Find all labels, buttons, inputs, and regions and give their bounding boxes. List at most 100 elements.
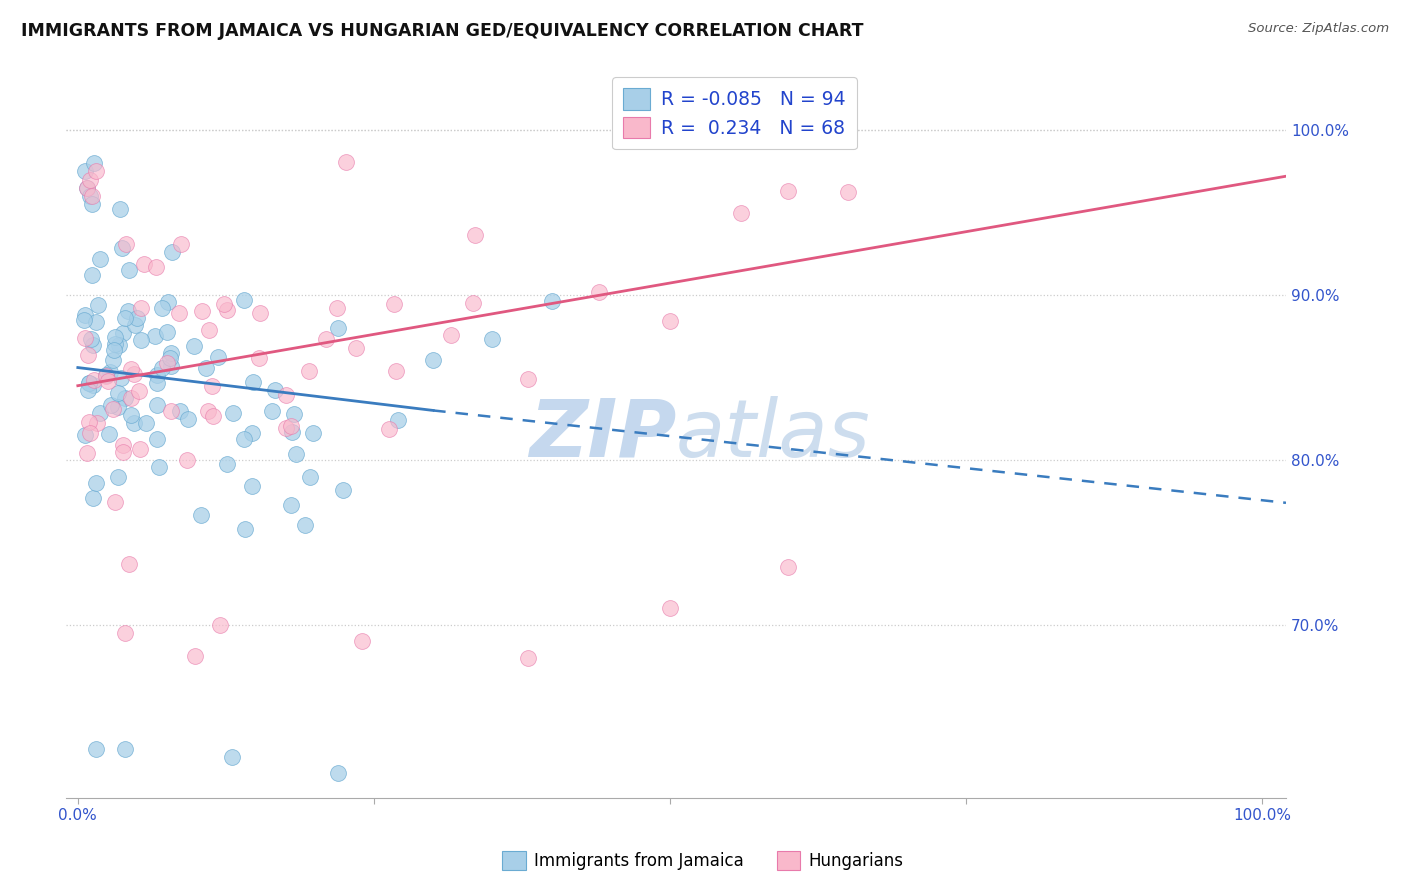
Point (315, 332, 337, 346)
Legend: Immigrants from Jamaica, Hungarians: Immigrants from Jamaica, Hungarians (496, 844, 910, 877)
Point (77, 376, 100, 390)
Point (249, 306, 271, 320)
Point (104, 336, 127, 351)
Point (96, 368, 118, 382)
Point (128, 384, 150, 398)
Point (146, 399, 169, 413)
Point (298, 364, 321, 378)
Point (183, 338, 205, 352)
Point (101, 353, 124, 368)
Point (146, 432, 169, 446)
Point (384, 364, 406, 378)
Point (190, 508, 212, 523)
Point (129, 301, 152, 316)
Point (422, 353, 444, 368)
Point (135, 416, 157, 430)
Point (96, 369, 118, 384)
Point (143, 328, 166, 343)
Point (120, 361, 142, 376)
Point (280, 418, 302, 433)
Point (83, 156, 105, 170)
Point (77, 376, 100, 391)
Point (117, 303, 139, 318)
Point (108, 338, 131, 352)
Point (127, 311, 149, 326)
Point (107, 386, 129, 401)
Point (260, 404, 283, 418)
Point (87, 298, 110, 312)
Point (97, 374, 120, 388)
Point (84, 315, 107, 329)
Point (233, 523, 256, 537)
Point (170, 237, 193, 252)
Point (207, 351, 229, 365)
Point (659, 601, 682, 615)
Point (659, 313, 682, 327)
Point (122, 368, 145, 382)
Point (232, 293, 254, 307)
Point (110, 371, 132, 385)
Point (107, 470, 129, 484)
Point (730, 206, 752, 220)
Point (103, 329, 125, 343)
Point (197, 403, 219, 417)
Point (540, 293, 562, 308)
Text: Source: ZipAtlas.com: Source: ZipAtlas.com (1249, 22, 1389, 36)
Text: IMMIGRANTS FROM JAMAICA VS HUNGARIAN GED/EQUIVALENCY CORRELATION CHART: IMMIGRANTS FROM JAMAICA VS HUNGARIAN GED… (21, 22, 863, 40)
Point (129, 442, 152, 456)
Point (160, 359, 183, 373)
Point (328, 766, 350, 780)
Text: ZIP: ZIP (529, 396, 676, 474)
Point (247, 351, 270, 366)
Point (160, 403, 183, 417)
Point (83, 373, 105, 387)
Point (111, 445, 134, 459)
Point (169, 404, 191, 418)
Point (114, 311, 136, 326)
Point (778, 184, 800, 198)
Point (84, 475, 107, 490)
Point (97, 427, 120, 442)
Point (159, 345, 181, 359)
Point (118, 263, 141, 277)
Point (101, 401, 124, 416)
Point (156, 356, 179, 370)
Point (145, 376, 167, 390)
Point (280, 498, 302, 512)
Point (76, 384, 98, 398)
Point (240, 426, 263, 441)
Point (86, 416, 108, 430)
Point (79, 332, 101, 346)
Point (588, 285, 610, 300)
Point (382, 297, 405, 311)
Point (145, 260, 167, 275)
Point (80, 268, 103, 282)
Text: atlas: atlas (676, 396, 870, 474)
Point (837, 185, 859, 199)
Point (145, 368, 167, 383)
Point (221, 749, 243, 764)
Point (302, 426, 325, 441)
Point (198, 323, 221, 337)
Point (378, 422, 401, 436)
Point (77, 348, 100, 362)
Point (328, 321, 350, 335)
Point (201, 409, 224, 424)
Point (208, 618, 231, 632)
Point (195, 360, 218, 375)
Point (201, 379, 224, 393)
Point (79, 425, 101, 440)
Point (80, 197, 103, 211)
Point (79, 189, 101, 203)
Point (464, 227, 486, 242)
Point (112, 438, 135, 452)
Point (344, 341, 367, 355)
Point (132, 257, 155, 271)
Point (332, 483, 354, 497)
Point (124, 318, 146, 333)
Point (77, 415, 100, 429)
Point (184, 648, 207, 663)
Point (79, 172, 101, 186)
Point (108, 202, 131, 216)
Point (778, 560, 800, 574)
